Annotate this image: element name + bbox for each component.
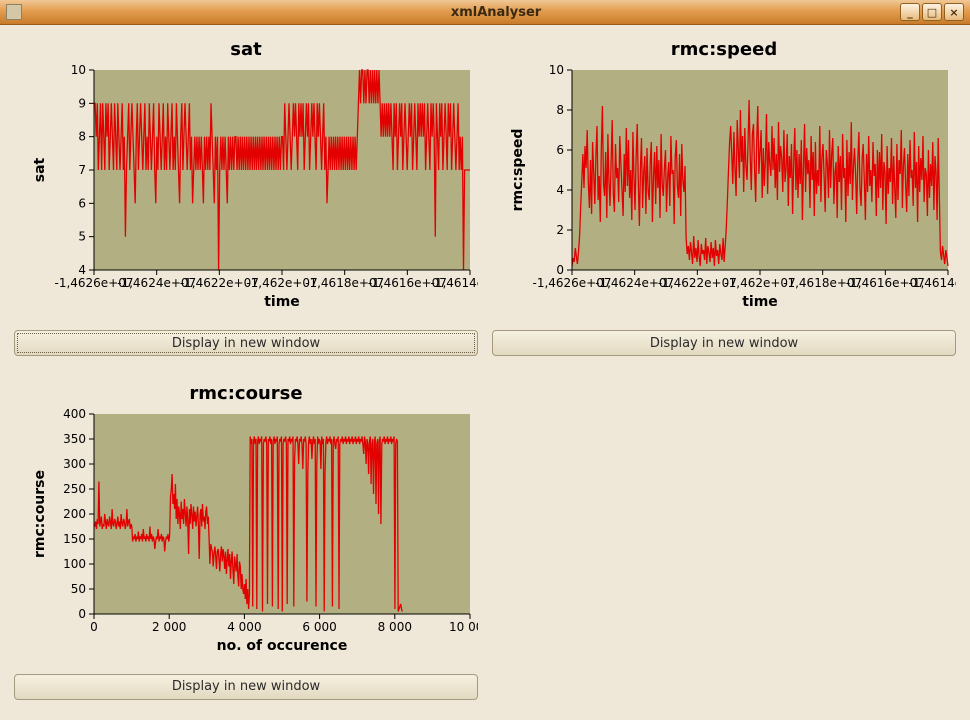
svg-text:6: 6 bbox=[78, 196, 86, 210]
svg-text:100: 100 bbox=[63, 557, 86, 571]
svg-text:250: 250 bbox=[63, 482, 86, 496]
svg-text:7: 7 bbox=[78, 163, 86, 177]
svg-text:350: 350 bbox=[63, 432, 86, 446]
client-area: sat 45678910-1,4626e+07-1,4624e+07-1,462… bbox=[0, 25, 970, 720]
app-icon bbox=[6, 4, 22, 20]
svg-text:0: 0 bbox=[90, 620, 98, 634]
svg-text:-1,4614e+07: -1,4614e+07 bbox=[430, 276, 478, 290]
svg-text:8: 8 bbox=[556, 103, 564, 117]
svg-text:0: 0 bbox=[78, 607, 86, 621]
minimize-button[interactable]: _ bbox=[900, 3, 920, 21]
svg-text:200: 200 bbox=[63, 507, 86, 521]
svg-text:4 000: 4 000 bbox=[227, 620, 261, 634]
svg-text:time: time bbox=[742, 294, 778, 310]
svg-text:5: 5 bbox=[78, 230, 86, 244]
svg-text:4: 4 bbox=[78, 263, 86, 277]
window-title: xmlAnalyser bbox=[22, 5, 970, 20]
svg-text:8: 8 bbox=[78, 130, 86, 144]
svg-text:-1,4614e+07: -1,4614e+07 bbox=[908, 276, 956, 290]
chart-title-rmc-speed: rmc:speed bbox=[671, 39, 777, 60]
svg-text:400: 400 bbox=[63, 407, 86, 421]
panel-rmc-course: rmc:course 0 50 100 150 200 250 300 350 400 0 2 00… bbox=[14, 383, 478, 720]
chart-rmc-course: 0 50 100 150 200 250 300 350 400 0 2 000 4 000 6 000… bbox=[14, 406, 478, 668]
svg-text:rmc:speed: rmc:speed bbox=[510, 129, 526, 212]
window-titlebar: xmlAnalyser _ □ × bbox=[0, 0, 970, 25]
svg-text:2 000: 2 000 bbox=[152, 620, 186, 634]
chart-sat: 45678910-1,4626e+07-1,4624e+07-1,4622e+0… bbox=[14, 62, 478, 324]
panel-sat: sat 45678910-1,4626e+07-1,4624e+07-1,462… bbox=[14, 39, 478, 377]
svg-text:10: 10 bbox=[71, 63, 86, 77]
svg-text:8 000: 8 000 bbox=[378, 620, 412, 634]
svg-text:6: 6 bbox=[556, 143, 564, 157]
svg-text:2: 2 bbox=[556, 223, 564, 237]
chart-title-sat: sat bbox=[230, 39, 261, 60]
svg-text:0: 0 bbox=[556, 263, 564, 277]
svg-text:10 000: 10 000 bbox=[449, 620, 478, 634]
svg-text:time: time bbox=[264, 294, 300, 310]
chart-title-rmc-course: rmc:course bbox=[189, 383, 302, 404]
svg-text:4: 4 bbox=[556, 183, 564, 197]
svg-text:50: 50 bbox=[71, 582, 86, 596]
svg-text:rmc:course: rmc:course bbox=[32, 469, 48, 557]
svg-text:6 000: 6 000 bbox=[302, 620, 336, 634]
close-button[interactable]: × bbox=[944, 3, 964, 21]
svg-text:150: 150 bbox=[63, 532, 86, 546]
svg-text:9: 9 bbox=[78, 96, 86, 110]
svg-text:10: 10 bbox=[549, 63, 564, 77]
chart-rmc-speed: 0246810-1,4626e+07-1,4624e+07-1,4622e+07… bbox=[492, 62, 956, 324]
panel-rmc-speed: rmc:speed 0246810-1,4626e+07-1,4624e+07-… bbox=[492, 39, 956, 377]
display-new-window-button-sat[interactable]: Display in new window bbox=[14, 330, 478, 356]
display-new-window-button-rmc-course[interactable]: Display in new window bbox=[14, 674, 478, 700]
svg-text:sat: sat bbox=[32, 157, 48, 182]
display-new-window-button-rmc-speed[interactable]: Display in new window bbox=[492, 330, 956, 356]
svg-text:300: 300 bbox=[63, 457, 86, 471]
svg-text:no. of occurence: no. of occurence bbox=[217, 638, 348, 654]
maximize-button[interactable]: □ bbox=[922, 3, 942, 21]
